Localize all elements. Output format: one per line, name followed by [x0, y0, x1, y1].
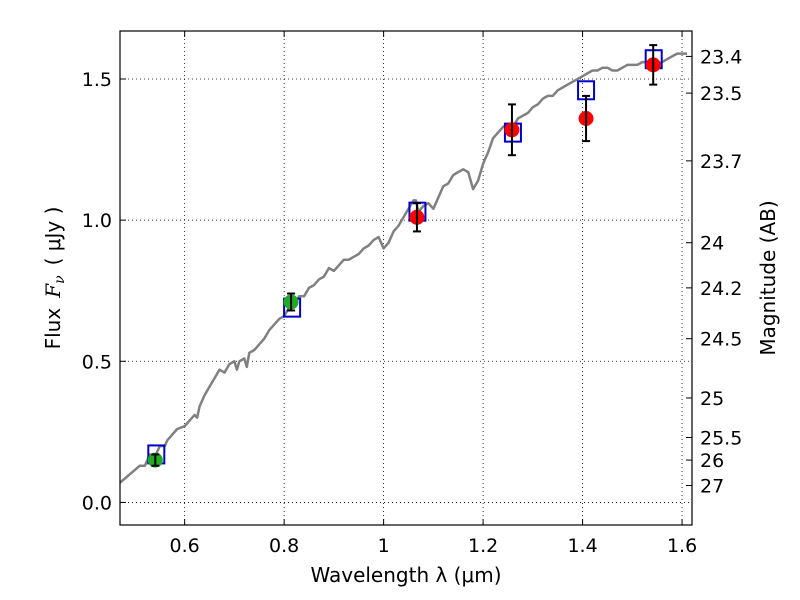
- x-tick-label: 1: [378, 535, 390, 557]
- y-tick-label: 0.5: [82, 351, 112, 373]
- x-tick-label: 1.4: [567, 535, 597, 557]
- right-axis-label: Magnitude (AB): [756, 200, 780, 355]
- series-layer: [119, 44, 687, 484]
- grid-layer: [120, 31, 692, 525]
- x-axis-label: Wavelength λ (μm): [310, 563, 501, 587]
- right-tick-label: 24: [700, 233, 724, 255]
- plot-frame: [119, 30, 693, 526]
- x-tick-label: 0.6: [170, 535, 200, 557]
- y-axis-label-prefix: Flux: [41, 308, 65, 350]
- right-tick-label: 25.5: [700, 427, 742, 449]
- right-tick-label: 24.2: [700, 278, 742, 300]
- x-tick-label: 1.6: [667, 535, 697, 557]
- y-tick-label: 1.0: [82, 210, 112, 232]
- tick-layer: 0.6 0.8 1 1.2 1.4 1.6 0.0 0.5 1.0 1.5 23.4 23.5 23.7…: [82, 31, 742, 557]
- y-axis-label-subscript: ν: [52, 275, 68, 284]
- right-tick-label: 24.5: [700, 329, 742, 351]
- right-tick-label: 23.5: [700, 83, 742, 105]
- right-tick-label: 23.4: [700, 46, 742, 68]
- x-tick-label: 1.2: [468, 535, 498, 557]
- right-tick-label: 23.7: [700, 151, 742, 173]
- y-axis-label: Flux Fν ( μJy ): [41, 207, 68, 350]
- right-tick-label: 27: [700, 475, 724, 497]
- right-tick-label: 26: [700, 450, 724, 472]
- x-tick-label: 0.8: [269, 535, 299, 557]
- y-tick-label: 0.0: [82, 492, 112, 514]
- y-tick-label: 1.5: [82, 69, 112, 91]
- y-axis-label-symbol: F: [41, 283, 65, 299]
- y-axis-label-unit: ( μJy ): [41, 207, 65, 266]
- spectrum-line: [119, 52, 687, 484]
- right-tick-label: 25: [700, 388, 724, 410]
